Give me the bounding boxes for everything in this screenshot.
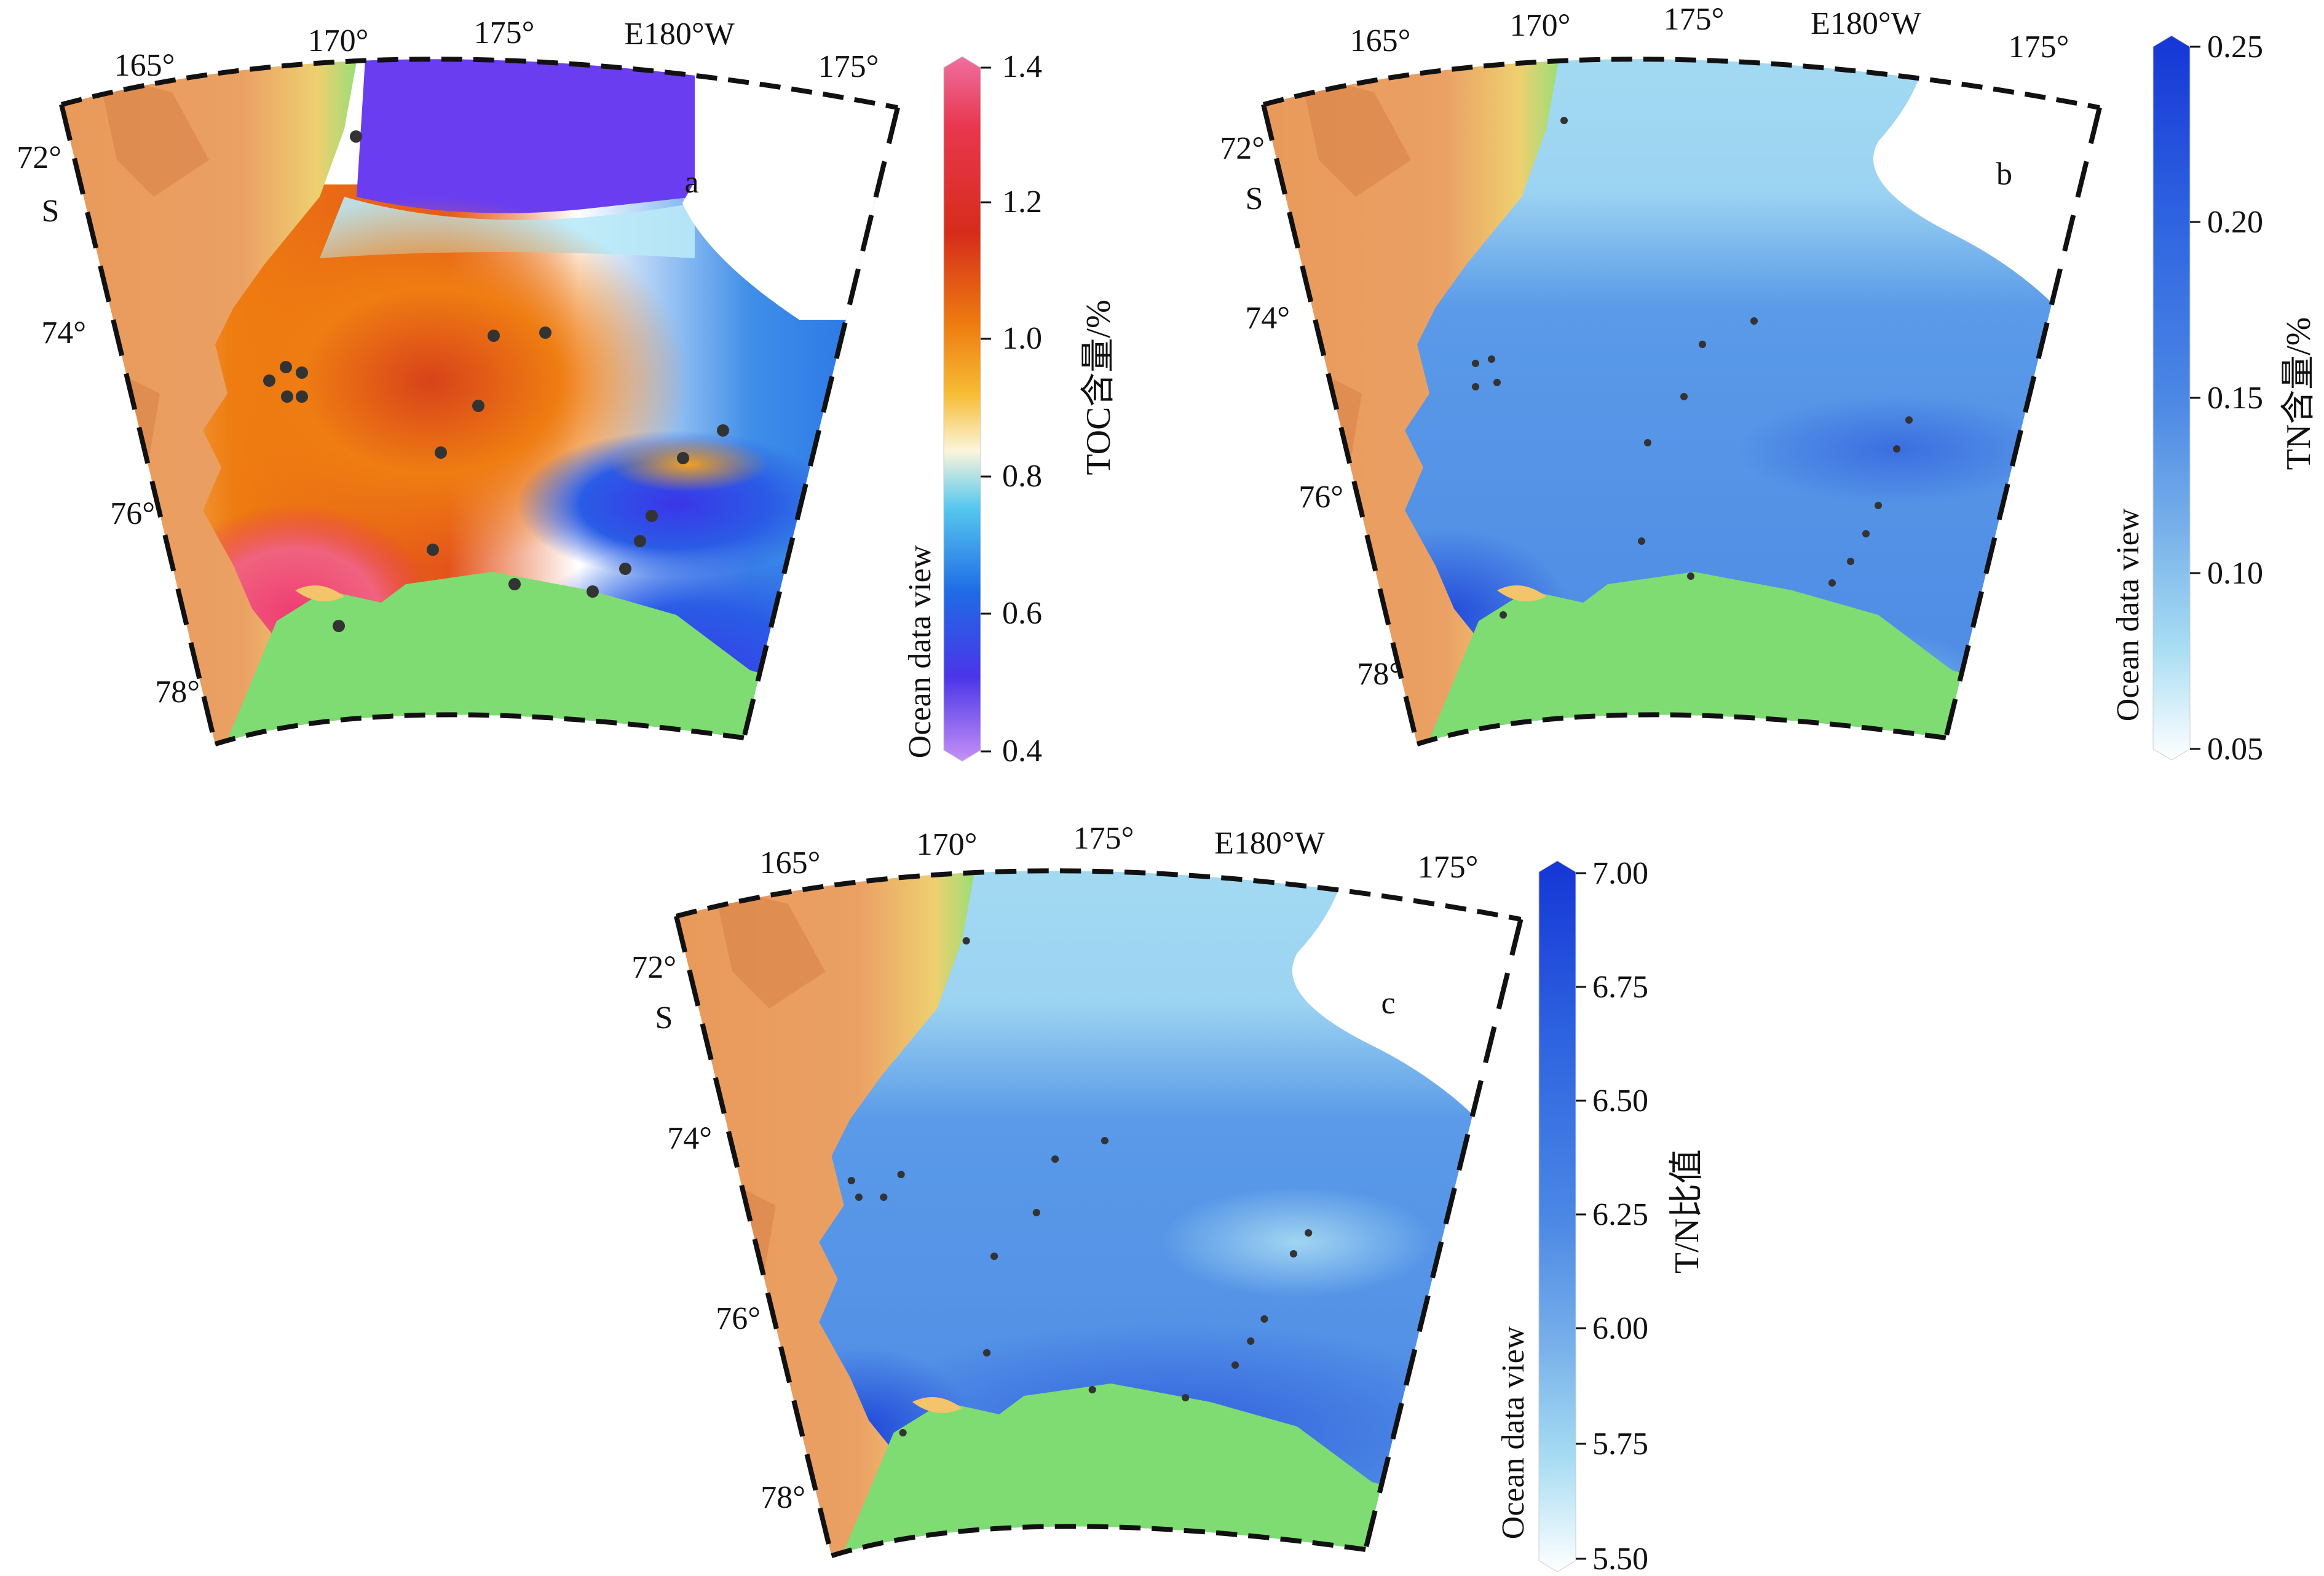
cb-a-tick-6: 0.4: [1002, 734, 1042, 769]
lon-label-180: E180°W: [624, 17, 735, 52]
lat-label-s: S: [42, 194, 60, 229]
lon-label-170: 170°: [1510, 8, 1571, 43]
cb-c-tick-3: 6.50: [1592, 1083, 1648, 1119]
panel-letter: b: [1996, 157, 2012, 192]
lon-label-180: E180°W: [1214, 826, 1325, 861]
lon-label-165: 165°: [1350, 23, 1411, 58]
panel-a: 165° 170° 175° E180°W 175° 72° S 74° 76°…: [17, 15, 1118, 769]
lat-label-74: 74°: [1245, 301, 1290, 336]
lat-label-s: S: [1246, 181, 1263, 216]
lat-label-76: 76°: [716, 1301, 761, 1336]
panel-b: 165° 170° 175° E180°W 175° 72° S 74° 76°…: [1220, 2, 2318, 767]
lat-label-74: 74°: [41, 315, 86, 350]
colorbar-b: 0.25 0.20 0.15 0.10 0.05 TN含量/% Ocean da…: [2111, 30, 2318, 767]
lat-label-78: 78°: [155, 675, 200, 710]
cb-b-label: TN含量/%: [2280, 317, 2318, 470]
lon-label-170: 170°: [917, 827, 978, 862]
cb-b-tick-1: 0.25: [2207, 30, 2263, 65]
lon-label-175w: 175°: [1418, 850, 1479, 885]
cb-c-tick-7: 5.50: [1592, 1542, 1648, 1576]
cb-c-label: T/N比值: [1668, 1149, 1706, 1273]
cb-b-tick-4: 0.10: [2207, 556, 2263, 591]
cb-c-tick-4: 6.25: [1592, 1197, 1648, 1232]
lat-label-72: 72°: [631, 950, 676, 985]
lon-label-175: 175°: [474, 15, 535, 50]
lon-label-165: 165°: [760, 845, 821, 881]
lon-label-170: 170°: [308, 23, 369, 58]
cb-c-tick-1: 7.00: [1592, 856, 1648, 891]
cb-c-side-label: Ocean data view: [1496, 1326, 1531, 1539]
lat-label-s: S: [655, 1000, 673, 1035]
lon-label-175w: 175°: [818, 49, 879, 84]
cb-a-side-label: Ocean data view: [903, 545, 938, 758]
lon-label-165: 165°: [114, 48, 175, 83]
panel-letter: a: [684, 165, 698, 200]
lat-label-76: 76°: [1298, 480, 1343, 515]
lat-label-78: 78°: [1357, 657, 1402, 692]
lat-label-72: 72°: [17, 140, 61, 175]
cb-b-tick-5: 0.05: [2207, 732, 2263, 767]
cb-a-label: TOC含量/%: [1080, 299, 1118, 475]
cb-c-tick-6: 5.75: [1592, 1427, 1648, 1462]
lon-label-175: 175°: [1073, 821, 1134, 856]
colorbar-a: 1.4 1.2 1.0 0.8 0.6 0.4 TOC含量/% Ocean da…: [903, 49, 1118, 769]
cb-a-tick-2: 1.2: [1002, 184, 1042, 220]
panel-c: 165° 170° 175° E180°W 175° 72° S 74° 76°…: [631, 821, 1706, 1576]
cb-b-side-label: Ocean data view: [2111, 508, 2146, 721]
cb-a-tick-4: 0.8: [1002, 459, 1042, 494]
cb-a-tick-3: 1.0: [1002, 321, 1042, 356]
lon-label-180: E180°W: [1811, 6, 1921, 41]
lon-label-175: 175°: [1664, 2, 1725, 37]
cb-a-tick-1: 1.4: [1002, 49, 1042, 84]
cb-c-tick-5: 6.00: [1592, 1311, 1648, 1346]
colorbar-c: 7.00 6.75 6.50 6.25 6.00 5.75 5.50 T/N比值…: [1496, 856, 1706, 1576]
lon-label-175w: 175°: [2009, 30, 2069, 65]
cb-a-tick-5: 0.6: [1002, 596, 1042, 631]
cb-b-tick-2: 0.20: [2207, 205, 2263, 240]
lat-label-76: 76°: [110, 496, 155, 531]
panel-letter: c: [1381, 986, 1395, 1021]
lat-label-74: 74°: [667, 1121, 712, 1156]
cb-c-tick-2: 6.75: [1592, 970, 1648, 1005]
lat-label-78: 78°: [761, 1480, 805, 1515]
cb-b-tick-3: 0.15: [2207, 381, 2263, 416]
lat-label-72: 72°: [1220, 131, 1265, 166]
